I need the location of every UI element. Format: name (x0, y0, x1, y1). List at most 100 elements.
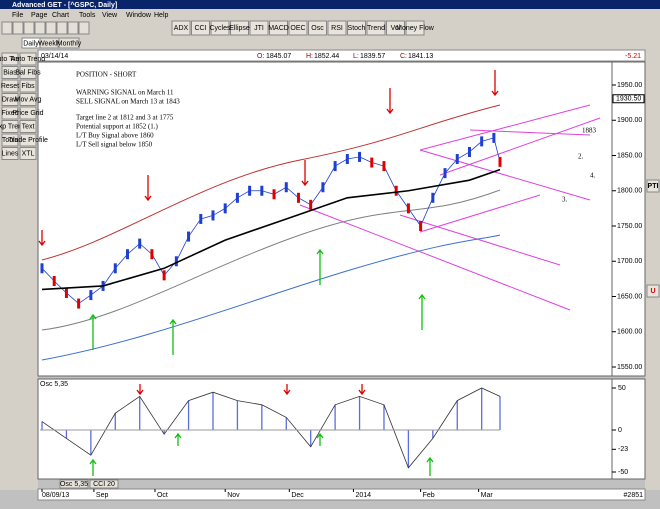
indicator-button[interactable] (308, 20, 327, 36)
tool-button-label[interactable]: Reset (1, 83, 19, 90)
tool-button[interactable] (67, 21, 79, 35)
tool-button-label[interactable]: Bal Fibs (15, 69, 41, 76)
menu-item[interactable]: Window (126, 12, 152, 19)
info-change: -5.21 (625, 53, 641, 60)
tool-button-label[interactable]: U (650, 288, 655, 295)
menu-item[interactable]: Page (31, 12, 47, 19)
osc-line (41, 387, 501, 469)
tool-button-label[interactable]: Text (22, 123, 35, 130)
tool-button[interactable] (19, 52, 37, 66)
tool-button-label[interactable]: Auto Trend (11, 56, 45, 63)
tool-button[interactable] (1, 52, 19, 66)
indicator-button[interactable] (230, 20, 249, 36)
tool-button[interactable] (12, 21, 24, 35)
indicator-button-label[interactable]: Stoch (348, 25, 366, 32)
indicator-button[interactable] (171, 20, 191, 36)
indicator-button[interactable] (386, 20, 405, 36)
tool-button-label[interactable]: Lines (2, 150, 19, 157)
indicator-button-label[interactable]: Money Flow (396, 25, 435, 32)
indicator-button-label[interactable]: Ellipse (229, 25, 250, 32)
indicator-tab[interactable] (89, 479, 119, 489)
price-bar (248, 185, 252, 196)
tool-button[interactable] (19, 133, 37, 147)
tool-button[interactable] (34, 21, 46, 35)
tool-button[interactable] (45, 21, 57, 35)
indicator-button-label[interactable]: Osc (311, 25, 324, 32)
y-tick-label: 1550.00 (617, 364, 642, 371)
timeframe-tab-label[interactable]: Weekly (38, 40, 61, 47)
indicator-button[interactable] (191, 20, 210, 36)
indicator-button-label[interactable]: JTI (254, 25, 264, 32)
y-tick-label: 1900.00 (617, 117, 642, 124)
tool-button[interactable] (1, 66, 19, 79)
tool-button[interactable] (1, 79, 19, 93)
tool-button[interactable] (19, 66, 37, 79)
tool-button-label[interactable]: Fibs (21, 83, 35, 90)
annotation: Potential support at 1852 (1.) (76, 123, 159, 131)
tool-button[interactable] (19, 147, 37, 160)
indicator-button-label[interactable]: Vol (391, 25, 401, 32)
tool-button-label[interactable]: Draw (2, 96, 19, 103)
indicator-button[interactable] (249, 20, 269, 36)
tool-button[interactable] (19, 93, 37, 106)
y-tick-label: 1850.00 (617, 152, 642, 159)
tool-button-label[interactable]: Exp Trend (0, 123, 26, 130)
x-tick-label: 2014 (355, 492, 371, 499)
indicator-button[interactable] (210, 20, 230, 36)
tool-button-label[interactable]: XTL (22, 150, 35, 157)
tool-button[interactable] (1, 21, 13, 35)
indicator-button[interactable] (405, 20, 425, 36)
right-toolbar (645, 50, 660, 490)
tool-button[interactable] (19, 106, 37, 120)
timeframe-tab[interactable] (58, 37, 80, 49)
tool-button[interactable] (1, 120, 19, 133)
indicator-button[interactable] (269, 20, 288, 36)
tool-button-label[interactable]: Tools (2, 137, 19, 144)
bar-count: #2851 (624, 492, 644, 499)
tool-button[interactable] (23, 21, 35, 35)
tool-button-label[interactable]: Mov Avg (15, 96, 42, 103)
indicator-button[interactable] (366, 20, 386, 36)
tool-button[interactable] (1, 147, 19, 160)
tool-button[interactable] (1, 133, 19, 147)
tool-button-label[interactable]: Bias (3, 69, 17, 76)
tool-button[interactable] (19, 79, 37, 93)
indicator-button-label[interactable]: Trend (367, 25, 385, 32)
indicator-button-label[interactable]: OEC (290, 25, 305, 32)
tool-button[interactable] (646, 179, 660, 193)
menu-item[interactable]: Help (154, 12, 169, 19)
menu-item[interactable]: View (102, 12, 118, 19)
indicator-button[interactable] (327, 20, 347, 36)
menu-item[interactable]: Chart (52, 12, 69, 19)
timeframe-tab-label[interactable]: Monthly (57, 40, 82, 47)
tool-button-label[interactable]: Auto Trend (0, 56, 27, 63)
tool-button[interactable] (56, 21, 68, 35)
tool-button[interactable] (78, 21, 90, 35)
indicator-tab-label[interactable]: Osc 5,35 (60, 481, 88, 488)
tool-button-label[interactable]: Price Grid (12, 110, 43, 117)
tool-button-label[interactable]: Fixed (1, 110, 18, 117)
price-bar (52, 275, 56, 286)
indicator-button-label[interactable]: Cycles (209, 25, 231, 32)
indicator-button[interactable] (347, 20, 366, 36)
tool-button-label[interactable]: Trade Profile (8, 137, 48, 144)
indicator-tab-label[interactable]: CCI 20 (93, 481, 115, 488)
indicator-button-label[interactable]: ADX (174, 25, 189, 32)
indicator-button-label[interactable]: RSI (331, 25, 343, 32)
indicator-button-label[interactable]: CCI (194, 25, 206, 32)
tool-button-label[interactable]: PTI (648, 183, 659, 190)
annotation: POSITION - SHORT (76, 71, 137, 79)
tool-button[interactable] (1, 106, 19, 120)
timeframe-tab-label[interactable]: Daily (23, 40, 39, 47)
indicator-button[interactable] (288, 20, 308, 36)
indicator-tab[interactable] (59, 479, 89, 489)
tool-button[interactable] (19, 120, 37, 133)
menu-item[interactable]: Tools (79, 12, 96, 19)
indicator-button-label[interactable]: MACD (268, 25, 289, 32)
tool-button[interactable] (646, 284, 660, 298)
chart-label: 3. (562, 196, 568, 204)
tool-button[interactable] (1, 93, 19, 106)
x-tick-label: Nov (227, 492, 240, 499)
info-open-label: O: (257, 53, 264, 60)
menu-item[interactable]: File (12, 12, 23, 19)
